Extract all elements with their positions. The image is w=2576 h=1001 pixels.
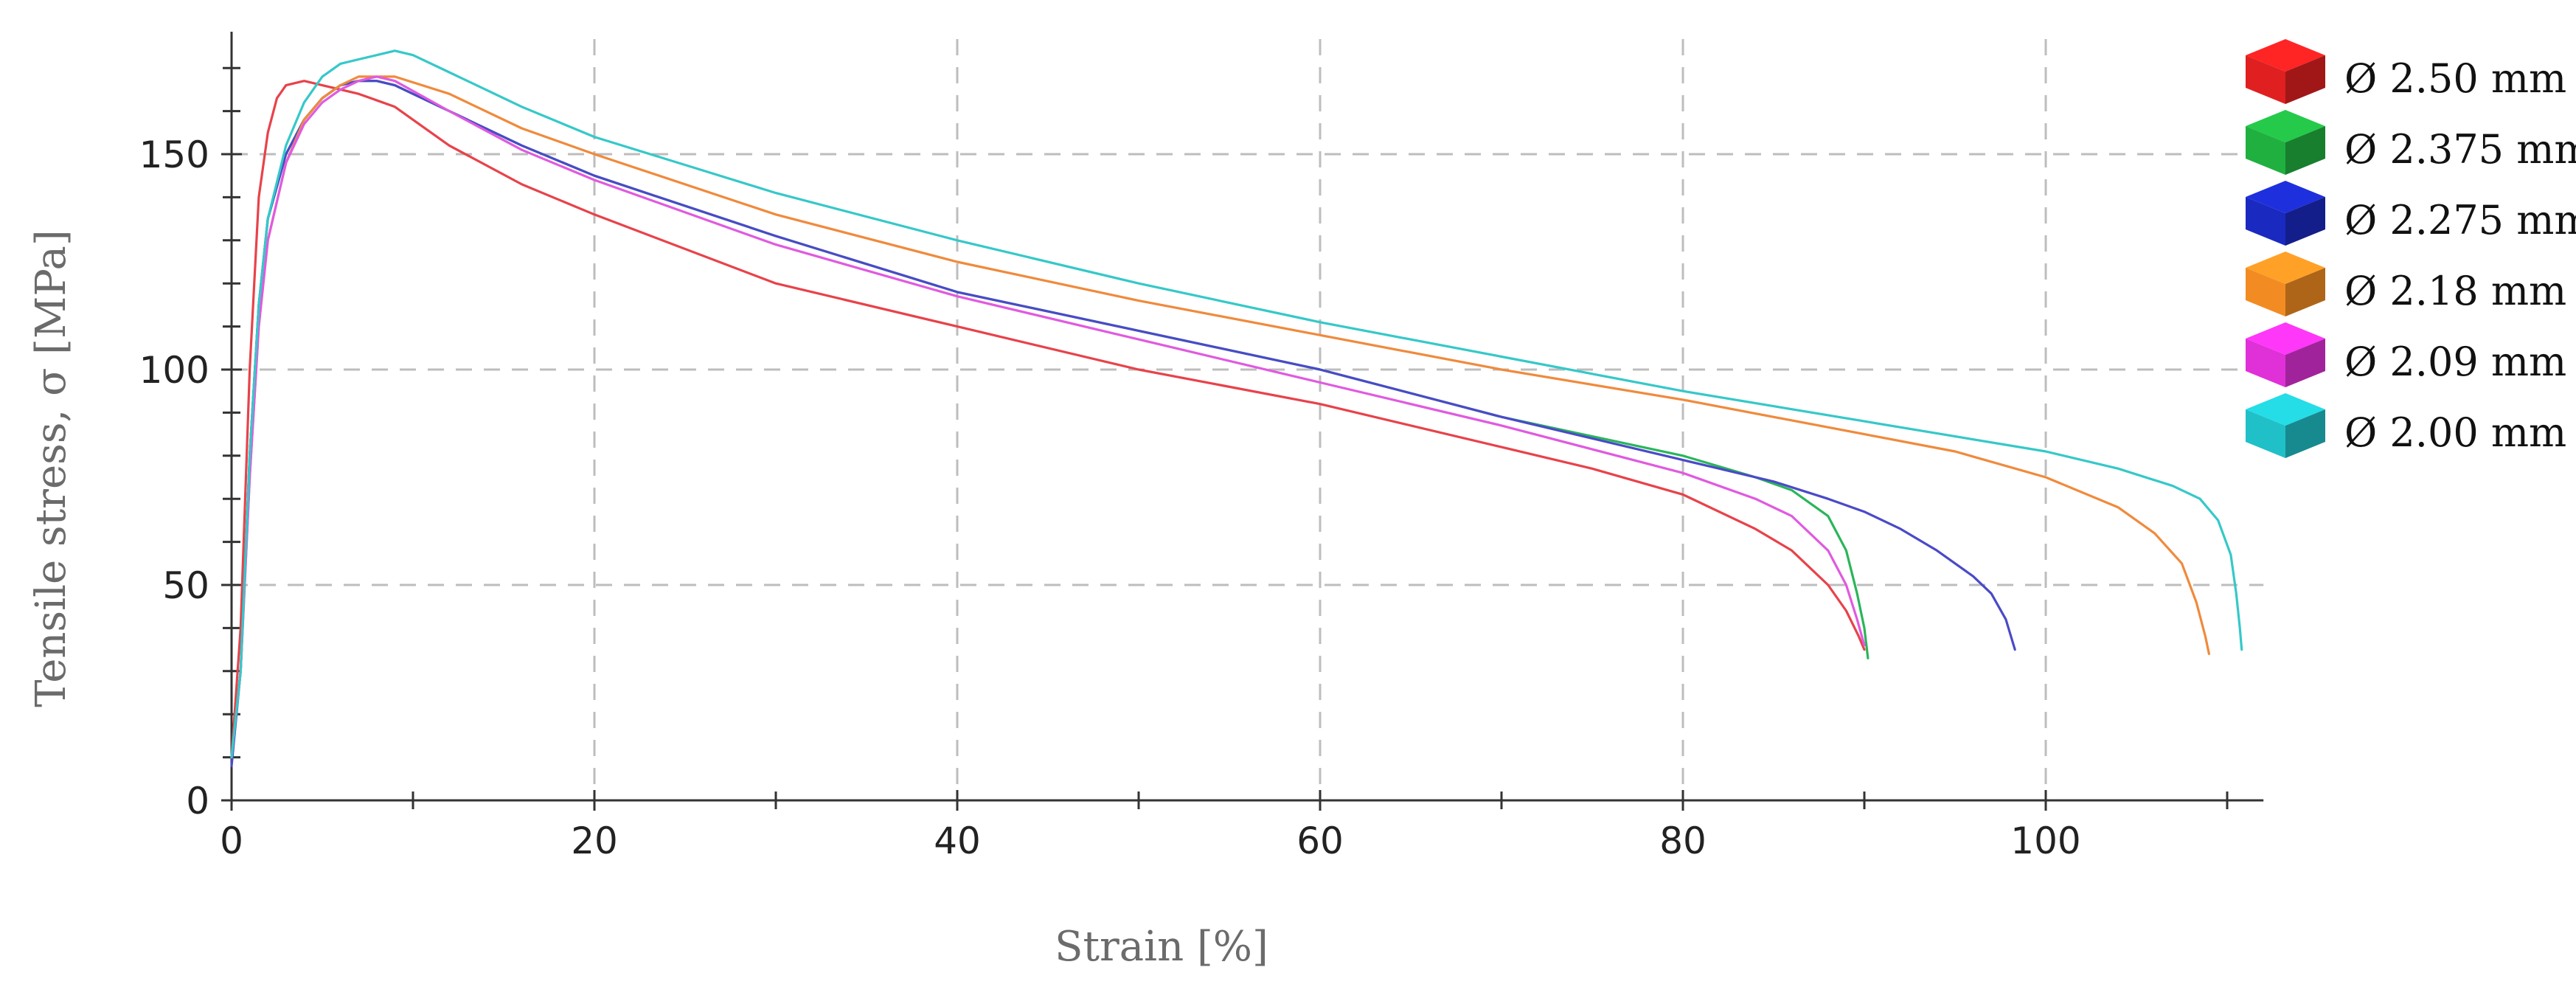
cube-left-face xyxy=(2246,197,2285,246)
legend-cube-icon xyxy=(2246,322,2325,387)
series-lines xyxy=(230,49,2243,767)
y-tick-label-50: 50 xyxy=(162,564,209,607)
series-line-6 xyxy=(230,49,2243,759)
grid xyxy=(232,39,2264,800)
y-tick-label-150: 150 xyxy=(139,134,209,176)
x-tick-label-40: 40 xyxy=(934,820,981,862)
legend: Ø 2.50 mm Ø 2.375 mm Ø 2.275 mm Ø 2.18 mm Ø … xyxy=(2246,39,2576,458)
y-axis-label: Tensile stress, σ [MPa] xyxy=(27,229,75,707)
legend-cube-icon xyxy=(2246,110,2325,175)
x-tick-label-20: 20 xyxy=(571,820,618,862)
legend-label: Ø 2.09 mm xyxy=(2344,339,2566,385)
y-tick-label-0: 0 xyxy=(186,780,209,822)
cube-left-face xyxy=(2246,268,2285,316)
legend-cube-icon xyxy=(2246,252,2325,316)
legend-cube-icon xyxy=(2246,39,2325,104)
legend-item-2: Ø 2.375 mm xyxy=(2246,110,2576,175)
series-line-1 xyxy=(230,80,1866,759)
series-line-5 xyxy=(230,75,1866,759)
series-line-4 xyxy=(230,75,2210,759)
x-tick-label-80: 80 xyxy=(1659,820,1707,862)
cube-left-face xyxy=(2246,339,2285,387)
legend-item-6: Ø 2.00 mm xyxy=(2246,393,2566,458)
legend-cube-icon xyxy=(2246,181,2325,246)
cube-left-face xyxy=(2246,126,2285,175)
legend-label: Ø 2.50 mm xyxy=(2344,55,2566,102)
legend-label: Ø 2.00 mm xyxy=(2344,409,2566,456)
x-tick-label-60: 60 xyxy=(1296,820,1344,862)
x-tick-label-0: 0 xyxy=(220,820,243,862)
cube-right-face xyxy=(2285,55,2325,104)
cube-right-face xyxy=(2285,268,2325,316)
cube-right-face xyxy=(2285,409,2325,458)
series-line-3 xyxy=(230,80,2016,767)
cube-left-face xyxy=(2246,55,2285,104)
legend-item-4: Ø 2.18 mm xyxy=(2246,252,2566,316)
legend-item-5: Ø 2.09 mm xyxy=(2246,322,2566,387)
cube-right-face xyxy=(2285,197,2325,246)
cube-left-face xyxy=(2246,409,2285,458)
legend-label: Ø 2.18 mm xyxy=(2344,268,2566,314)
x-tick-label-100: 100 xyxy=(2010,820,2080,862)
legend-cube-icon xyxy=(2246,393,2325,458)
series-line-2 xyxy=(230,80,1869,759)
legend-item-3: Ø 2.275 mm xyxy=(2246,181,2576,246)
axes: 0 20 40 60 80 100 0 50 100 150 xyxy=(139,32,2264,862)
cube-right-face xyxy=(2285,126,2325,175)
y-tick-label-100: 100 xyxy=(139,349,209,392)
x-axis-label: Strain [%] xyxy=(1055,923,1268,971)
legend-label: Ø 2.275 mm xyxy=(2344,197,2576,243)
legend-label: Ø 2.375 mm xyxy=(2344,126,2576,173)
cube-right-face xyxy=(2285,339,2325,387)
legend-item-1: Ø 2.50 mm xyxy=(2246,39,2566,104)
